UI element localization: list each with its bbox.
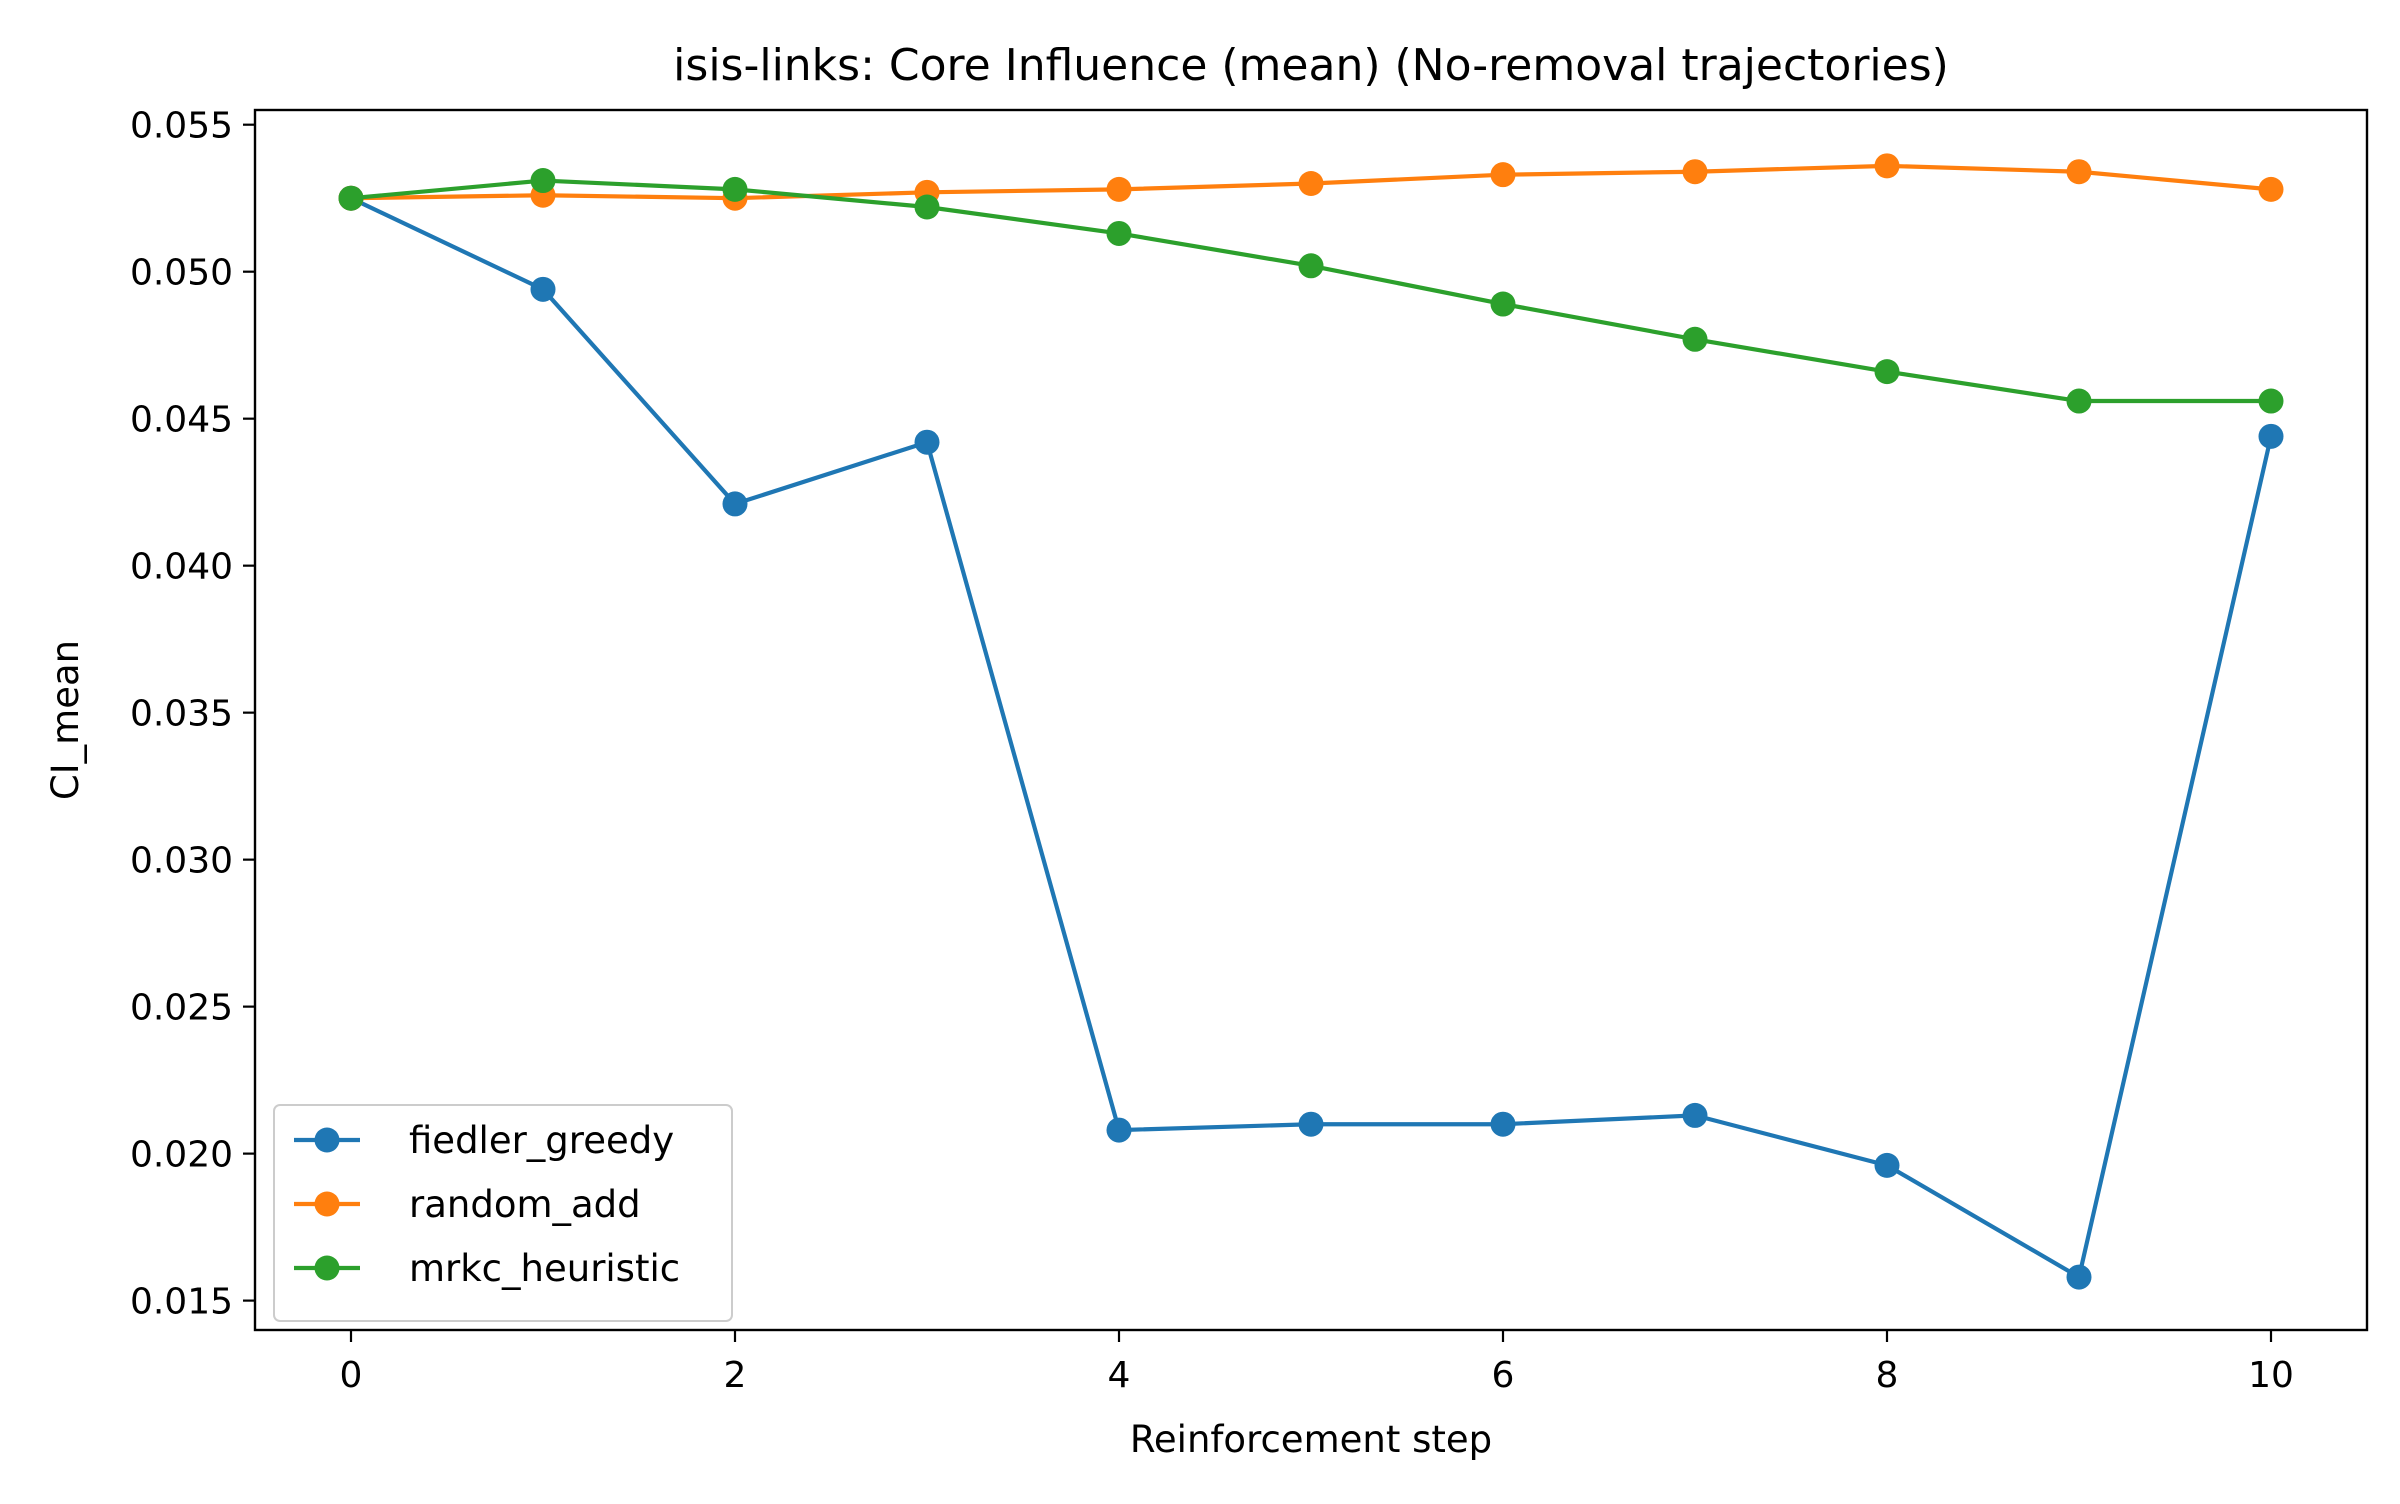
legend-item-fiedler_greedy: fiedler_greedy [294, 1119, 674, 1162]
data-point [2258, 423, 2284, 449]
legend-marker [314, 1191, 340, 1217]
legend-label: mrkc_heuristic [409, 1247, 680, 1290]
legend-marker [314, 1255, 340, 1281]
data-point [530, 276, 556, 302]
data-point [2066, 388, 2092, 414]
legend-marker [314, 1127, 340, 1153]
y-tick-label: 0.030 [130, 841, 233, 882]
data-point [914, 194, 940, 220]
series-fiedler_greedy [338, 185, 2284, 1290]
x-axis-label: Reinforcement step [1130, 1418, 1492, 1461]
data-point [1298, 170, 1324, 196]
x-tick-label: 4 [1108, 1355, 1131, 1396]
x-tick-label: 0 [340, 1355, 363, 1396]
legend: fiedler_greedy random_add mrkc_heuristic [273, 1104, 733, 1322]
data-point [530, 168, 556, 194]
axes-frame [253, 108, 2369, 1332]
data-point [1106, 1117, 1132, 1143]
data-point [1874, 1152, 1900, 1178]
y-tick-label: 0.050 [130, 253, 233, 294]
y-tick-label: 0.015 [130, 1282, 233, 1323]
x-tick-label: 8 [1876, 1355, 1899, 1396]
data-point [1874, 359, 1900, 385]
data-point [1106, 220, 1132, 246]
data-point [1490, 1111, 1516, 1137]
data-point [1106, 176, 1132, 202]
x-tick-label: 6 [1492, 1355, 1515, 1396]
series-layer [338, 153, 2284, 1290]
legend-label: random_add [409, 1183, 641, 1226]
data-point [1682, 159, 1708, 185]
x-tick-label: 10 [2248, 1355, 2294, 1396]
data-point [2066, 1264, 2092, 1290]
data-point [1682, 1102, 1708, 1128]
chart-title: isis-links: Core Influence (mean) (No-re… [673, 40, 1949, 91]
data-point [914, 429, 940, 455]
legend-box [273, 1104, 733, 1322]
y-tick-label: 0.025 [130, 988, 233, 1029]
legend-label: fiedler_greedy [409, 1119, 674, 1162]
y-tick-label: 0.045 [130, 400, 233, 441]
legend-item-mrkc_heuristic: mrkc_heuristic [294, 1247, 680, 1290]
data-point [722, 176, 748, 202]
data-point [338, 185, 364, 211]
data-point [1874, 153, 1900, 179]
y-tick-label: 0.035 [130, 694, 233, 735]
y-tick-label: 0.040 [130, 547, 233, 588]
x-tick-label: 2 [724, 1355, 747, 1396]
axis-ticks: 0 2 4 6 8 10 0.015 0.020 0.025 0.030 0.035 0.040 0.0… [130, 106, 2294, 1396]
data-point [1298, 1111, 1324, 1137]
data-point [1490, 162, 1516, 188]
y-tick-label: 0.055 [130, 106, 233, 147]
data-point [1682, 326, 1708, 352]
data-point [1490, 291, 1516, 317]
data-point [2258, 388, 2284, 414]
data-point [722, 491, 748, 517]
y-axis-label: CI_mean [44, 640, 87, 800]
series-mrkc_heuristic [338, 168, 2284, 414]
y-tick-label: 0.020 [130, 1135, 233, 1176]
data-point [1298, 253, 1324, 279]
data-point [2066, 159, 2092, 185]
legend-item-random_add: random_add [294, 1183, 641, 1226]
data-point [2258, 176, 2284, 202]
